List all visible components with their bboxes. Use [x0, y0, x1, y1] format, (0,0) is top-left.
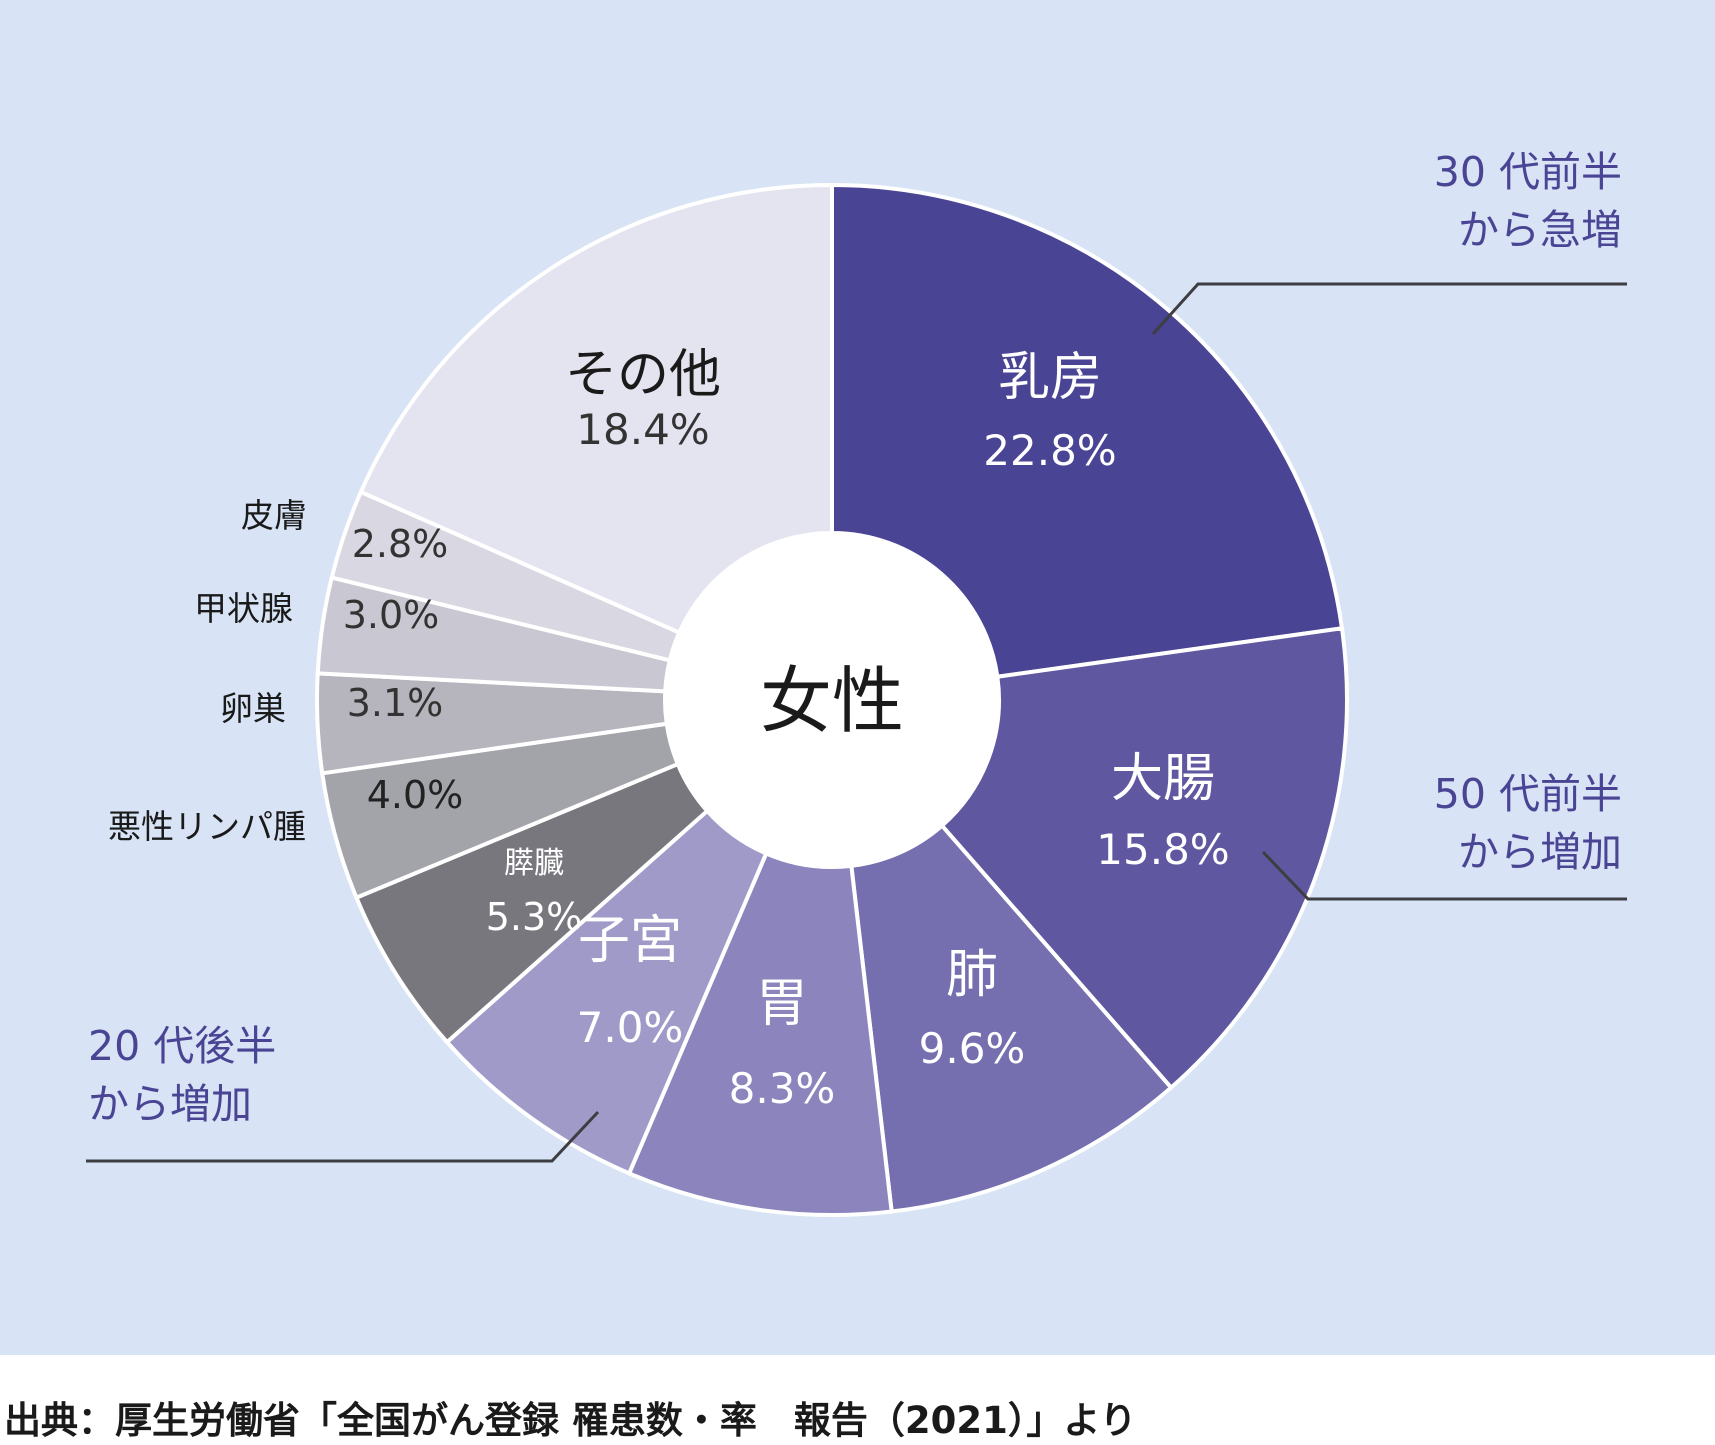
slice-value-10: 2.8%	[352, 522, 449, 566]
slice-label-6: 膵臓	[504, 846, 564, 881]
slice-value-4: 8.3%	[729, 1064, 836, 1113]
slice-value-6: 5.3%	[486, 895, 583, 939]
annotation-uterus-line1: 20 代後半	[88, 1022, 277, 1070]
slice-value-2: 15.8%	[1096, 825, 1229, 874]
slice-value-7: 4.0%	[367, 773, 464, 817]
slice-value-1: 22.8%	[983, 426, 1116, 475]
annotation-breast-line2: から急増	[1458, 206, 1622, 254]
slice-label-8: 卵巣	[220, 689, 286, 728]
slice-label-5: 子宮	[578, 911, 682, 971]
annotation-colon: 50 代前半 から増加	[1434, 765, 1622, 881]
slice-label-10: 皮膚	[241, 496, 307, 535]
leader-line-breast	[1151, 282, 1627, 336]
annotation-breast-line1: 30 代前半	[1433, 148, 1622, 196]
annotation-uterus-line2: から増加	[88, 1080, 252, 1128]
slice-label-4: 胃	[756, 974, 808, 1034]
pie-center	[665, 533, 999, 867]
source-caption: 出典：厚生労働省「全国がん登録 罹患数・率 報告（2021）」より	[4, 1399, 1137, 1442]
annotation-breast: 30 代前半 から急増	[1434, 143, 1622, 259]
slice-value-8: 3.1%	[347, 681, 444, 725]
annotation-colon-line1: 50 代前半	[1433, 770, 1622, 818]
slice-label-2: 大腸	[1111, 749, 1215, 809]
slice-label-1: 乳房	[998, 348, 1102, 408]
slice-label-3: 肺	[946, 945, 998, 1005]
slice-value-3: 9.6%	[919, 1024, 1026, 1073]
slice-label-9: 甲状腺	[194, 589, 293, 628]
slice-value-11: 18.4%	[576, 405, 709, 454]
pie-chart: 女性 乳房 22.8% 大腸 15.8% 肺 9.6% 胃 8.3% 子宮 7.0% 膵臓 5.3% 悪性…	[86, 182, 1627, 1217]
pie-center-label: 女性	[760, 659, 904, 743]
annotation-uterus: 20 代後半 から増加	[88, 1017, 276, 1133]
slice-value-5: 7.0%	[577, 1003, 684, 1052]
slice-label-7: 悪性リンパ腫	[108, 807, 306, 846]
annotation-colon-line2: から増加	[1458, 828, 1622, 876]
leader-line-uterus	[86, 1110, 600, 1163]
leader-line-colon	[1261, 850, 1627, 901]
slice-label-11: その他	[565, 345, 721, 405]
slice-value-9: 3.0%	[343, 593, 440, 637]
